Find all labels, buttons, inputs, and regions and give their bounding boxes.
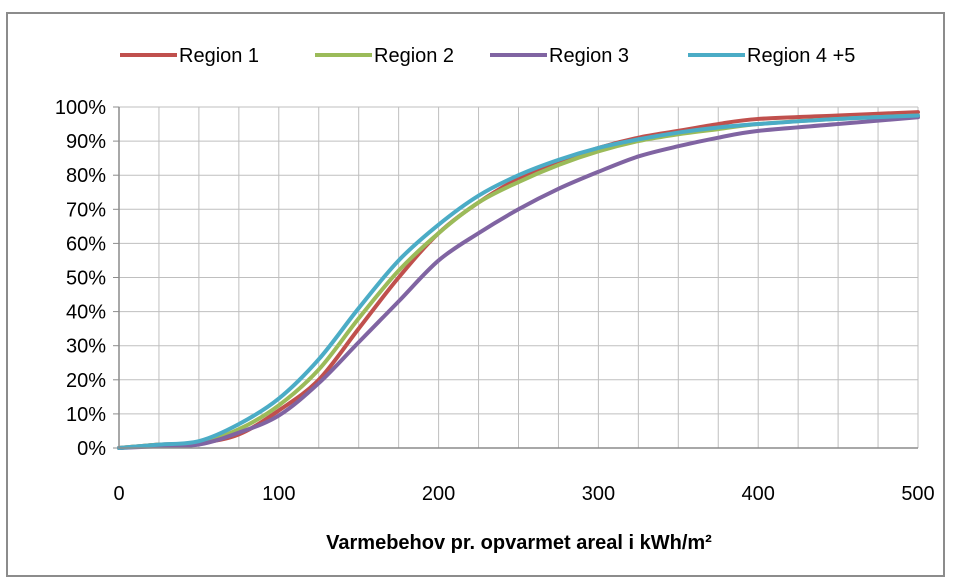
legend-label: Region 3: [549, 45, 629, 67]
legend-label: Region 1: [179, 45, 259, 67]
x-tick-label: 200: [422, 483, 455, 505]
y-tick-label: 90%: [66, 131, 106, 153]
chart-frame: [6, 12, 945, 577]
legend: Region 1 Region 2 Region 3 Region 4 +5: [120, 45, 855, 67]
series-line-4: [117, 113, 920, 450]
y-tick-label: 50%: [66, 268, 106, 290]
y-tick-label: 10%: [66, 404, 106, 426]
legend-label: Region 4 +5: [747, 45, 855, 67]
y-tick-label: 70%: [66, 199, 106, 221]
y-tick-label: 20%: [66, 370, 106, 392]
x-axis-title: Varmebehov pr. opvarmet areal i kWh/m²: [326, 532, 712, 554]
x-tick-label: 400: [742, 483, 775, 505]
y-tick-label: 60%: [66, 233, 106, 255]
x-tick-label: 300: [582, 483, 615, 505]
axes: 0% 10% 20% 30% 40% 50% 60% 70% 80% 90% 100% 0 100 200…: [55, 97, 935, 505]
y-tick-label: 80%: [66, 165, 106, 187]
y-tick-label: 30%: [66, 336, 106, 358]
series-line-3: [117, 115, 920, 450]
y-tick-label: 0%: [77, 438, 106, 460]
series-lines: [117, 110, 920, 450]
grid: [118, 106, 919, 449]
x-tick-label: 100: [262, 483, 295, 505]
x-tick-label: 500: [901, 483, 934, 505]
y-tick-label: 40%: [66, 302, 106, 324]
legend-label: Region 2: [374, 45, 454, 67]
y-tick-label: 100%: [55, 97, 106, 119]
x-tick-label: 0: [113, 483, 124, 505]
